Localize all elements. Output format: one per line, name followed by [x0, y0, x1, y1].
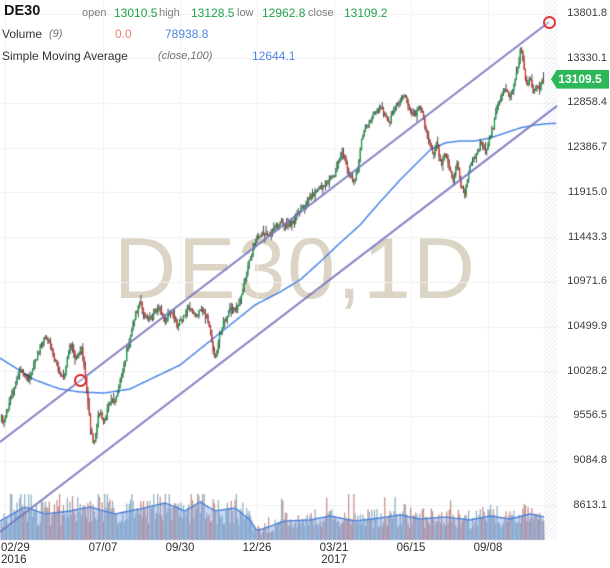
close-label: close — [308, 7, 334, 19]
time-tick-label: 09/08 — [473, 542, 503, 554]
low-value: 12962.8 — [262, 6, 306, 20]
volume-indicator-name: Volume — [2, 27, 43, 41]
low-label: low — [237, 7, 254, 19]
time-tick-label: 06/15 — [396, 542, 426, 554]
price-tick-label: 9556.5 — [573, 409, 607, 422]
close-value: 13109.2 — [344, 6, 388, 20]
volume-current-value: 0.0 — [115, 27, 132, 41]
last-price-value: 13109.5 — [558, 72, 602, 87]
price-tick-label: 13801.8 — [567, 7, 607, 19]
time-tick-label: 02/29 — [1, 542, 30, 554]
volume-indicator-params: (9) — [49, 28, 63, 40]
volume-average-value: 78938.8 — [165, 27, 209, 41]
price-axis[interactable]: 13801.8 13330.1 12858.4 12386.7 11915.0 11443… — [558, 0, 610, 540]
sma-indicator-params: (close,100) — [158, 50, 213, 62]
symbol-title: DE30 — [4, 3, 41, 19]
sma-indicator-name: Simple Moving Average — [2, 49, 128, 63]
legend: DE30 open 13010.5 high 13128.5 low 12962… — [0, 0, 420, 64]
high-label: high — [159, 7, 180, 19]
price-tick-label: 11443.3 — [568, 230, 607, 243]
price-tick-label: 8613.1 — [573, 498, 607, 511]
open-label: open — [82, 7, 107, 19]
time-tick-year-label: 2016 — [1, 554, 27, 566]
price-tick-label: 12858.4 — [567, 96, 607, 109]
price-tick-label: 12386.7 — [567, 141, 607, 154]
time-axis[interactable]: 02/29 2016 07/07 09/30 12/26 03/21 2017 06/15 09… — [0, 540, 610, 568]
time-tick-label: 12/26 — [242, 542, 272, 554]
price-tick-label: 10499.9 — [567, 320, 607, 333]
high-value: 13128.5 — [191, 6, 235, 20]
time-tick-label: 09/30 — [165, 542, 195, 554]
price-tick-label: 13330.1 — [567, 51, 607, 64]
price-tick-label: 10028.2 — [567, 364, 607, 377]
time-tick-year-label: 2017 — [321, 554, 347, 566]
open-value: 13010.5 — [114, 6, 158, 20]
trendline-anchor-handle-end[interactable] — [542, 15, 556, 29]
price-tick-label: 11915.0 — [568, 185, 607, 198]
price-tick-label: 9084.8 — [573, 454, 607, 467]
time-tick-label: 07/07 — [88, 542, 118, 554]
trendline-anchor-handle-start[interactable] — [73, 374, 87, 388]
sma-value: 12644.1 — [252, 49, 296, 63]
price-tick-label: 10971.6 — [567, 275, 607, 288]
time-tick-label: 03/21 — [319, 542, 349, 554]
last-price-tag: 13109.5 — [551, 69, 609, 89]
